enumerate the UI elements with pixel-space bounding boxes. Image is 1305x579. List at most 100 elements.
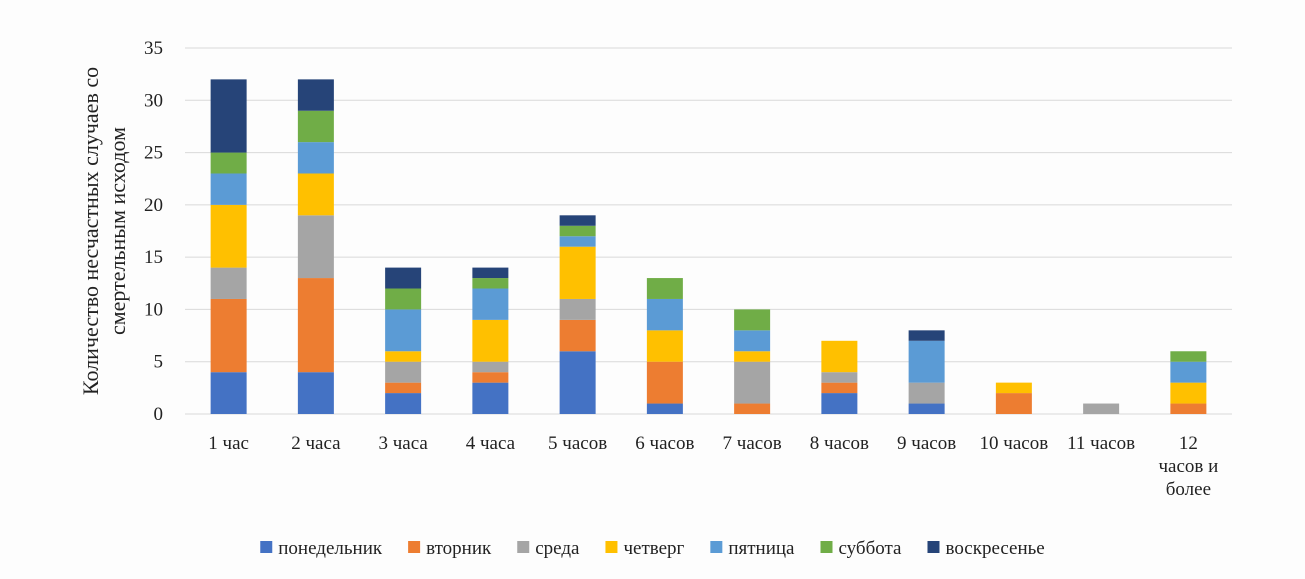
legend-swatch [517,541,530,553]
legend-label: суббота [839,538,903,559]
bar-segment-0-5 [646,403,683,414]
legend-swatch [820,541,833,553]
legend-label: понедельник [278,538,383,559]
x-category-label: 12 [1179,433,1198,454]
bar-segment-3-11 [1170,382,1207,404]
y-tick-label: 25 [144,143,163,164]
bar-segment-6-0 [210,79,247,153]
x-category-label: 6 часов [635,433,694,454]
bar-segment-6-3 [472,267,509,279]
bar-segment-0-4 [559,351,596,414]
y-tick-label: 5 [154,352,164,373]
x-category-label: 10 часов [980,433,1049,454]
x-axis-category-labels: 1 час 2 часа 3 часа 4 часа 5 часов 6 часов 7 ч… [208,433,1218,500]
bar-segment-3-2 [385,351,422,362]
bar-segment-6-4 [559,215,596,226]
legend: понедельник вторник среда четверг пятница суб… [260,538,1045,559]
x-category-label: 11 часов [1067,433,1135,454]
x-category-label: 9 часов [897,433,956,454]
bar-segment-4-8 [908,340,945,383]
bar-segment-2-3 [472,361,509,373]
y-tick-label: 10 [144,299,163,320]
bar-segment-5-11 [1170,351,1207,362]
bar-segment-4-6 [734,330,771,352]
bar-segment-5-5 [646,278,683,299]
bar-segment-1-1 [297,278,334,373]
bar-segment-3-1 [297,173,334,216]
bar-segment-1-2 [385,382,422,394]
bar-segment-3-6 [734,351,771,362]
bar-segment-0-1 [297,372,334,414]
bar-segment-5-2 [385,288,422,310]
bar-segment-4-0 [210,173,247,205]
bar-segment-1-7 [821,382,858,394]
bar-segment-2-4 [559,298,596,320]
y-tick-label: 35 [144,38,163,59]
x-category-label: 4 часа [466,433,516,454]
legend-label: воскресенье [945,538,1044,559]
x-category-label: 1 час [208,433,249,454]
bar-segment-6-8 [908,330,945,341]
x-category-label: 5 часов [548,433,607,454]
legend-label: пятница [728,538,795,559]
bar-segment-0-8 [908,403,945,414]
bar-segment-5-0 [210,152,247,174]
bar-segment-5-6 [734,309,771,331]
bar-segment-0-0 [210,372,247,414]
bar-segment-2-10 [1083,403,1120,414]
y-axis-title-line: Количество несчастных случаев со [78,67,103,395]
bars [210,79,1207,414]
x-category-label: 3 часа [378,433,428,454]
legend-swatch [710,541,723,553]
x-category-label: часов и [1158,456,1218,477]
bar-segment-1-11 [1170,403,1207,414]
bar-segment-4-3 [472,288,509,320]
bar-segment-2-0 [210,267,247,299]
bar-segment-3-7 [821,340,858,373]
bar-segment-2-1 [297,215,334,279]
legend-label: четверг [623,538,684,559]
x-category-label: 8 часов [810,433,869,454]
bar-segment-1-6 [734,403,771,414]
bar-segment-5-4 [559,225,596,237]
bar-segment-3-4 [559,246,596,299]
bar-segment-3-5 [646,330,683,362]
y-tick-label: 0 [154,404,164,425]
x-category-label: 2 часа [291,433,341,454]
bar-segment-6-1 [297,79,334,111]
bar-segment-2-2 [385,361,422,383]
bar-segment-2-7 [821,372,858,383]
y-tick-label: 30 [144,90,163,111]
bar-segment-3-3 [472,319,509,362]
x-category-label: более [1166,479,1211,500]
y-axis-tick-labels: 0 5 10 15 20 25 30 35 [144,38,163,425]
legend-swatch [927,541,940,553]
bar-segment-2-8 [908,382,945,404]
bar-segment-3-9 [995,382,1032,394]
bar-segment-0-3 [472,382,509,414]
legend-swatch [605,541,618,553]
bar-segment-4-1 [297,142,334,174]
legend-swatch [260,541,273,553]
bar-segment-4-5 [646,298,683,331]
bar-segment-4-4 [559,236,596,247]
legend-swatch [408,541,421,553]
bar-segment-1-3 [472,372,509,383]
bar-segment-3-0 [210,204,247,268]
bar-segment-1-9 [995,393,1032,414]
legend-label: среда [535,538,580,559]
bar-segment-1-4 [559,319,596,352]
gridlines [185,47,1232,415]
y-axis-title-line: смертельным исходом [105,127,130,335]
bar-segment-5-1 [297,110,334,143]
bar-segment-5-3 [472,278,509,289]
x-category-label: 7 часов [723,433,782,454]
bar-segment-6-2 [385,267,422,289]
bar-segment-1-0 [210,298,247,373]
bar-segment-4-11 [1170,361,1207,383]
bar-segment-1-5 [646,361,683,404]
bar-segment-0-7 [821,393,858,414]
y-tick-label: 15 [144,247,163,268]
